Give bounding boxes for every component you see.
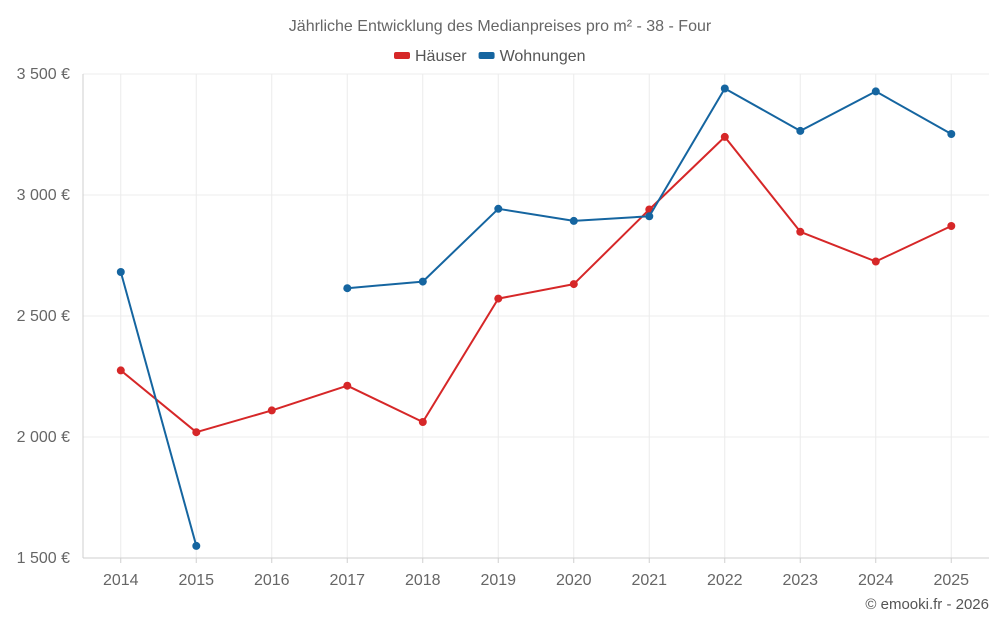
data-point-wohnungen[interactable] bbox=[720, 84, 729, 93]
x-tick-label: 2016 bbox=[254, 572, 290, 589]
y-tick-label: 1 500 € bbox=[17, 550, 70, 567]
chart-title: Jährliche Entwicklung des Medianpreises … bbox=[289, 18, 712, 35]
credit-text: © emooki.fr - 2026 bbox=[865, 596, 989, 613]
data-point-h-user[interactable] bbox=[343, 381, 352, 390]
series-line-h-user bbox=[120, 135, 952, 434]
data-point-h-user[interactable] bbox=[418, 418, 427, 426]
grid bbox=[83, 73, 989, 558]
axes: 1 500 € 2 000 € 2 500 € 3 000 € 3 500 € 2014 2… bbox=[17, 66, 989, 589]
legend-swatch bbox=[394, 52, 410, 59]
data-point-wohnungen[interactable] bbox=[116, 268, 125, 276]
x-tick-label: 2015 bbox=[178, 572, 214, 589]
data-point-h-user[interactable] bbox=[494, 294, 503, 303]
y-tick-label: 2 500 € bbox=[17, 308, 70, 325]
data-point-wohnungen[interactable] bbox=[494, 204, 503, 213]
data-point-wohnungen[interactable] bbox=[343, 284, 352, 293]
data-point-h-user[interactable] bbox=[720, 132, 729, 141]
data-point-wohnungen[interactable] bbox=[871, 87, 880, 96]
data-point-wohnungen[interactable] bbox=[569, 216, 578, 225]
y-tick-label: 3 000 € bbox=[17, 187, 70, 204]
legend: Häuser Wohnungen bbox=[394, 48, 586, 65]
x-tick-label: 2021 bbox=[631, 572, 667, 589]
x-tick-label: 2025 bbox=[933, 572, 969, 589]
y-tick-label: 2 000 € bbox=[17, 429, 70, 446]
data-point-wohnungen[interactable] bbox=[192, 541, 201, 550]
data-point-wohnungen[interactable] bbox=[418, 277, 427, 286]
x-tick-label: 2020 bbox=[556, 572, 592, 589]
x-tick-label: 2024 bbox=[858, 572, 894, 589]
data-point-h-user[interactable] bbox=[871, 257, 880, 266]
x-tick-label: 2022 bbox=[707, 572, 743, 589]
data-point-wohnungen[interactable] bbox=[796, 126, 805, 135]
legend-swatch bbox=[478, 52, 495, 59]
legend-label: Häuser bbox=[415, 48, 467, 65]
data-point-h-user[interactable] bbox=[947, 222, 956, 230]
data-point-wohnungen[interactable] bbox=[645, 212, 654, 221]
data-point-h-user[interactable] bbox=[192, 428, 201, 437]
x-tick-label: 2023 bbox=[782, 572, 818, 589]
x-tick-label: 2019 bbox=[480, 572, 516, 589]
legend-item-h-user[interactable]: Häuser bbox=[394, 48, 467, 65]
data-point-h-user[interactable] bbox=[267, 406, 276, 415]
y-tick-label: 3 500 € bbox=[17, 66, 70, 83]
data-point-h-user[interactable] bbox=[569, 280, 578, 289]
x-tick-label: 2014 bbox=[103, 572, 139, 589]
legend-item-wohnungen[interactable]: Wohnungen bbox=[478, 48, 586, 65]
x-tick-label: 2018 bbox=[405, 572, 441, 589]
series-line-wohnungen bbox=[119, 271, 198, 547]
data-point-h-user[interactable] bbox=[796, 227, 805, 236]
data-point-wohnungen[interactable] bbox=[947, 130, 956, 138]
series-layer bbox=[116, 84, 956, 550]
series-wohnungen bbox=[116, 84, 956, 550]
data-point-h-user[interactable] bbox=[116, 366, 125, 375]
series-h-user bbox=[116, 132, 956, 437]
x-tick-label: 2017 bbox=[329, 572, 365, 589]
legend-label: Wohnungen bbox=[500, 48, 586, 65]
